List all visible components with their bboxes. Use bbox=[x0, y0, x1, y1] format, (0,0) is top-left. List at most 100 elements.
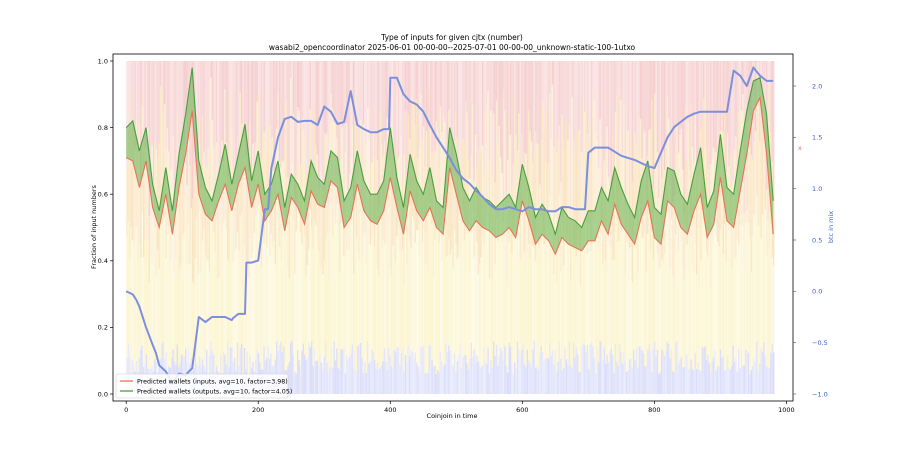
band-segment bbox=[725, 369, 727, 394]
band-segment bbox=[641, 238, 643, 351]
band-segment bbox=[719, 229, 722, 350]
band-segment bbox=[197, 190, 199, 275]
band-segment bbox=[318, 250, 320, 367]
band-segment bbox=[437, 369, 439, 394]
band-segment bbox=[259, 61, 261, 156]
band-segment bbox=[742, 61, 744, 94]
band-segment bbox=[411, 61, 414, 100]
band-segment bbox=[410, 349, 412, 394]
band-segment bbox=[500, 223, 502, 348]
band-segment bbox=[589, 119, 591, 251]
band-segment bbox=[178, 274, 180, 367]
band-segment bbox=[551, 61, 554, 85]
band-segment bbox=[369, 361, 372, 394]
band-segment bbox=[731, 61, 733, 186]
band-segment bbox=[172, 61, 174, 136]
band-segment bbox=[549, 342, 551, 394]
band-segment bbox=[690, 359, 692, 394]
band-segment bbox=[389, 159, 391, 267]
band-segment bbox=[421, 138, 423, 242]
band-segment bbox=[337, 176, 339, 238]
band-segment bbox=[362, 61, 365, 125]
band-segment bbox=[546, 211, 548, 358]
band-segment bbox=[294, 202, 296, 274]
band-segment bbox=[472, 211, 474, 358]
band-segment bbox=[634, 61, 636, 134]
band-segment bbox=[490, 221, 492, 361]
band-segment bbox=[159, 61, 162, 87]
band-segment bbox=[126, 61, 128, 169]
band-segment bbox=[327, 207, 330, 281]
band-segment bbox=[263, 243, 265, 346]
band-segment bbox=[302, 61, 304, 130]
x-tick-label: 800 bbox=[648, 406, 660, 414]
band-segment bbox=[140, 177, 142, 258]
band-segment bbox=[428, 61, 430, 91]
band-segment bbox=[619, 344, 621, 394]
band-segment bbox=[452, 268, 454, 366]
band-segment bbox=[287, 61, 289, 177]
band-segment bbox=[414, 352, 416, 394]
band-segment bbox=[318, 366, 320, 394]
band-segment bbox=[411, 99, 414, 216]
band-segment bbox=[406, 264, 408, 361]
band-segment bbox=[581, 345, 583, 394]
band-segment bbox=[529, 363, 531, 394]
band-segment bbox=[610, 248, 612, 349]
band-segment bbox=[481, 235, 484, 366]
band-segment bbox=[501, 61, 503, 173]
band-segment bbox=[656, 349, 659, 394]
band-segment bbox=[410, 188, 412, 249]
band-segment bbox=[165, 258, 167, 353]
band-segment bbox=[361, 61, 363, 191]
band-segment bbox=[340, 349, 342, 394]
band-segment bbox=[362, 373, 365, 394]
band-segment bbox=[438, 61, 440, 169]
band-segment bbox=[648, 61, 650, 131]
band-segment bbox=[710, 371, 712, 394]
band-segment bbox=[507, 372, 509, 394]
band-segment bbox=[729, 369, 731, 394]
band-segment bbox=[572, 249, 575, 343]
band-segment bbox=[210, 205, 212, 342]
band-segment bbox=[179, 61, 181, 143]
band-segment bbox=[575, 130, 577, 257]
band-segment bbox=[126, 237, 128, 358]
band-segment bbox=[232, 61, 234, 185]
band-segment bbox=[763, 200, 765, 343]
band-segment bbox=[354, 94, 356, 205]
band-segment bbox=[606, 126, 608, 219]
band-segment bbox=[161, 224, 163, 344]
band-segment bbox=[379, 367, 381, 394]
band-segment bbox=[374, 246, 376, 360]
band-segment bbox=[312, 169, 314, 249]
band-segment bbox=[284, 61, 286, 142]
band-segment bbox=[262, 61, 264, 133]
band-segment bbox=[298, 61, 300, 111]
band-segment bbox=[255, 61, 257, 143]
band-segment bbox=[620, 100, 622, 234]
band-segment bbox=[213, 232, 215, 355]
band-segment bbox=[666, 95, 668, 198]
band-segment bbox=[582, 224, 584, 345]
band-segment bbox=[161, 91, 163, 224]
band-segment bbox=[235, 164, 237, 249]
band-segment bbox=[640, 219, 642, 347]
band-segment bbox=[357, 250, 359, 347]
band-segment bbox=[301, 61, 303, 120]
band-segment bbox=[288, 362, 290, 394]
band-segment bbox=[666, 61, 668, 96]
band-segment bbox=[319, 186, 321, 267]
band-segment bbox=[707, 61, 709, 169]
band-segment bbox=[739, 224, 741, 369]
band-segment bbox=[131, 240, 134, 361]
band-segment bbox=[712, 61, 715, 148]
band-segment bbox=[633, 163, 635, 235]
band-segment bbox=[470, 232, 472, 343]
band-segment bbox=[588, 369, 590, 394]
band-segment bbox=[546, 108, 548, 212]
band-segment bbox=[172, 349, 174, 394]
band-segment bbox=[539, 61, 541, 185]
band-segment bbox=[654, 93, 656, 213]
band-segment bbox=[337, 368, 339, 394]
